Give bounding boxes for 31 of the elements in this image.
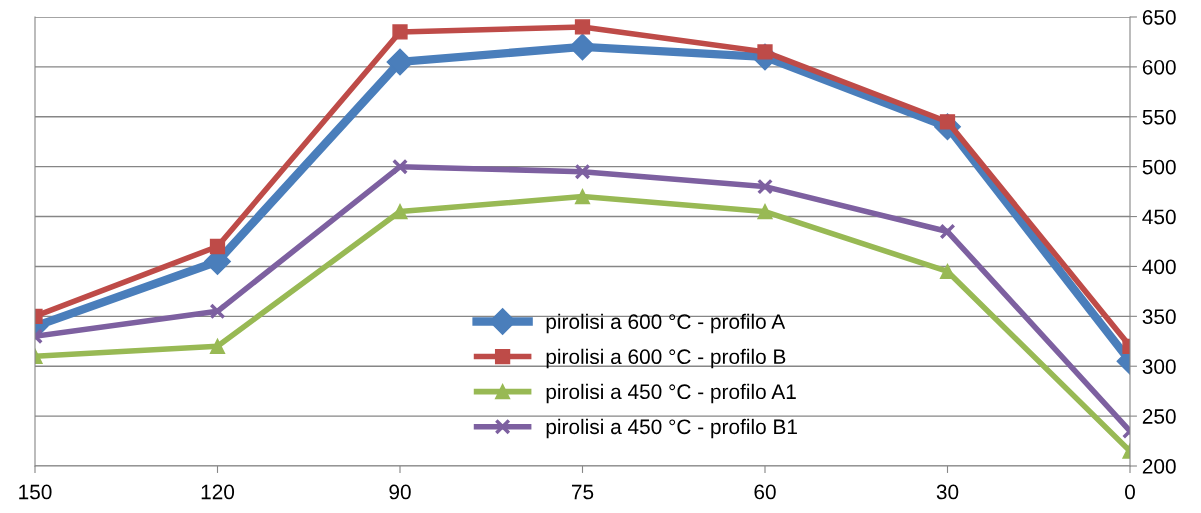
x-tick-label: 60 [754,484,776,500]
x-tick-label: 90 [389,484,411,500]
x-tick-label: 0 [1125,484,1135,500]
point [392,158,408,175]
point [574,163,591,180]
y-tick-label: 200 [1142,459,1176,474]
x-tick-label: 75 [571,484,594,500]
y-tick-label: 500 [1142,159,1176,175]
y-tick-label: 400 [1142,259,1176,275]
x-tick-label: 150 [19,484,52,500]
point [569,33,596,61]
y-tick-label: 550 [1142,109,1176,125]
y-tick-label: 300 [1142,359,1176,374]
y-tick-label: 450 [1142,209,1176,225]
legend-label: pirolisi a 450 °C - profilo A1 [546,383,796,404]
y-tick-label: 650 [1142,10,1176,25]
point [757,178,773,195]
point [574,188,591,205]
legend-label: pirolisi a 600 °C - profilo A [546,313,786,334]
point [574,19,591,35]
point [386,48,414,76]
legend-label: pirolisi a 600 °C - profilo B [546,348,786,369]
point [392,203,408,220]
x-tick-label: 120 [201,484,235,500]
point [392,24,408,40]
point [757,203,773,220]
y-tick-label: 350 [1142,309,1176,325]
x-tick-label: 30 [936,484,959,500]
y-tick-label: 250 [1142,409,1176,424]
legend-label: pirolisi a 450 °C - profilo B1 [546,418,797,439]
y-tick-label: 600 [1142,59,1176,75]
